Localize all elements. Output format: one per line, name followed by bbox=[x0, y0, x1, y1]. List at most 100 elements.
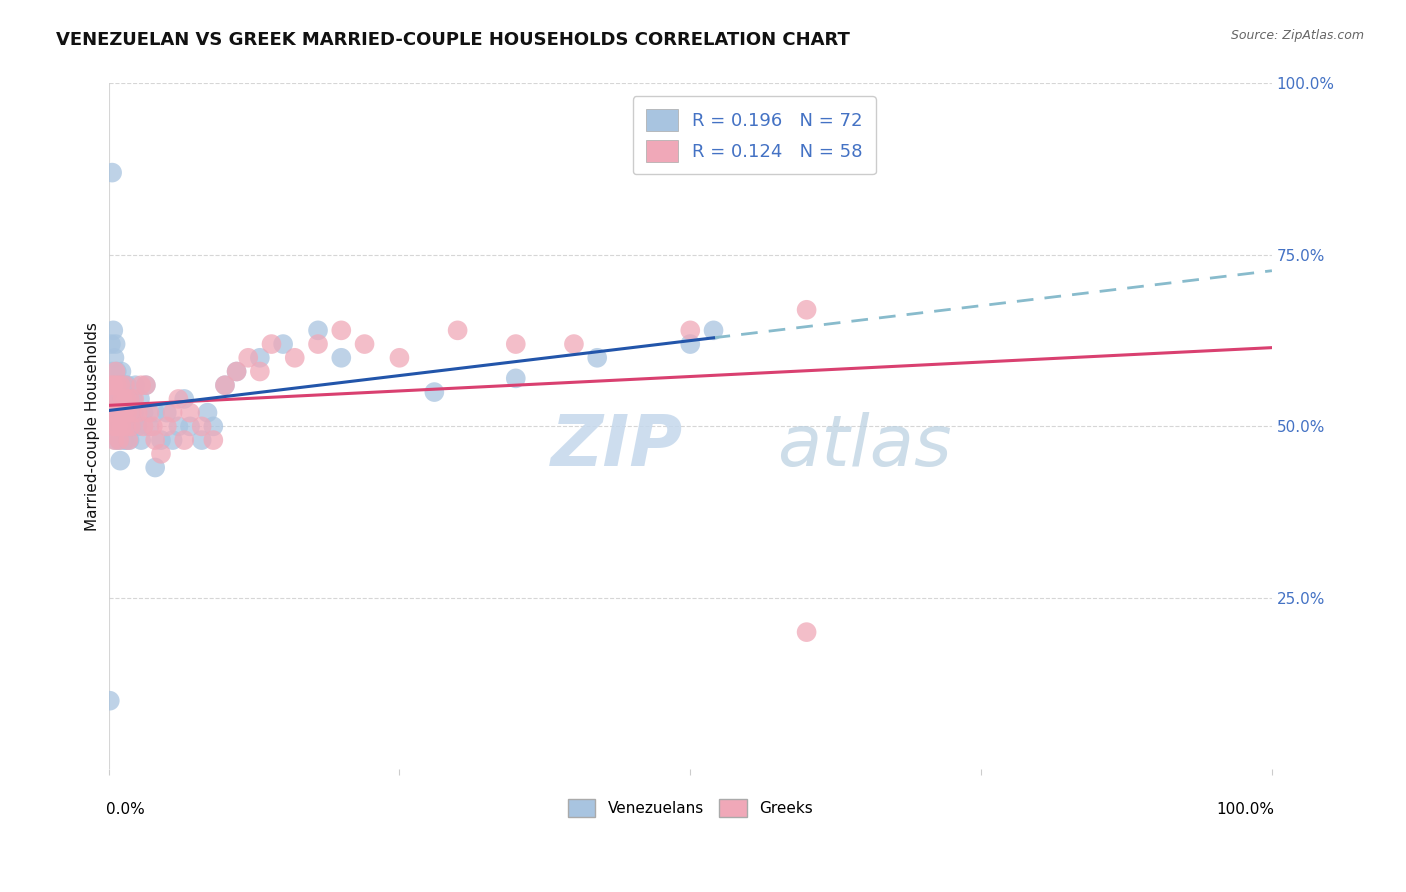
Point bbox=[107, 392, 129, 406]
Y-axis label: Married-couple Households: Married-couple Households bbox=[86, 322, 100, 531]
Point bbox=[110, 406, 132, 420]
Point bbox=[103, 419, 125, 434]
Point bbox=[110, 453, 132, 467]
Point bbox=[110, 406, 132, 420]
Text: VENEZUELAN VS GREEK MARRIED-COUPLE HOUSEHOLDS CORRELATION CHART: VENEZUELAN VS GREEK MARRIED-COUPLE HOUSE… bbox=[56, 31, 851, 49]
Point bbox=[110, 419, 132, 434]
Point bbox=[103, 351, 125, 365]
Point bbox=[238, 351, 260, 365]
Text: Source: ZipAtlas.com: Source: ZipAtlas.com bbox=[1230, 29, 1364, 42]
Point bbox=[202, 433, 225, 447]
Text: 0.0%: 0.0% bbox=[107, 802, 145, 817]
Point bbox=[138, 406, 160, 420]
Point bbox=[107, 419, 129, 434]
Point bbox=[423, 385, 446, 400]
Point bbox=[120, 406, 142, 420]
Point bbox=[104, 392, 127, 406]
Point bbox=[330, 351, 353, 365]
Point bbox=[307, 337, 329, 351]
Point bbox=[135, 378, 157, 392]
Point bbox=[117, 406, 139, 420]
Point bbox=[121, 419, 143, 434]
Point bbox=[505, 337, 527, 351]
Point bbox=[702, 323, 724, 337]
Point bbox=[562, 337, 585, 351]
Point bbox=[197, 406, 219, 420]
Point bbox=[122, 392, 145, 406]
Point bbox=[122, 392, 145, 406]
Point bbox=[111, 378, 134, 392]
Point bbox=[129, 433, 152, 447]
Point bbox=[173, 392, 195, 406]
Point bbox=[103, 433, 125, 447]
Point bbox=[284, 351, 307, 365]
Point bbox=[110, 364, 132, 378]
Point bbox=[115, 392, 138, 406]
Point bbox=[105, 378, 128, 392]
Point bbox=[103, 412, 125, 426]
Point bbox=[249, 364, 271, 378]
Point bbox=[100, 378, 122, 392]
Point bbox=[101, 378, 124, 392]
Point bbox=[149, 447, 172, 461]
Point bbox=[101, 419, 124, 434]
Point bbox=[104, 419, 127, 434]
Point bbox=[156, 406, 179, 420]
Point bbox=[101, 166, 124, 180]
Point bbox=[100, 412, 122, 426]
Point bbox=[260, 337, 283, 351]
Point bbox=[118, 392, 141, 406]
Point bbox=[132, 406, 155, 420]
Point bbox=[225, 364, 247, 378]
Point bbox=[179, 406, 201, 420]
Point bbox=[117, 433, 139, 447]
Point bbox=[108, 433, 131, 447]
Point bbox=[156, 419, 179, 434]
Point bbox=[190, 419, 212, 434]
Point bbox=[104, 364, 127, 378]
Point bbox=[103, 323, 125, 337]
Point bbox=[179, 419, 201, 434]
Point bbox=[111, 419, 134, 434]
Point bbox=[105, 406, 128, 420]
Point bbox=[190, 433, 212, 447]
Point bbox=[330, 323, 353, 337]
Point bbox=[149, 433, 172, 447]
Point bbox=[111, 392, 134, 406]
Point bbox=[121, 406, 143, 420]
Point bbox=[124, 378, 146, 392]
Point bbox=[112, 392, 135, 406]
Point bbox=[112, 406, 135, 420]
Point bbox=[586, 351, 609, 365]
Text: 100.0%: 100.0% bbox=[1216, 802, 1274, 817]
Point bbox=[98, 694, 121, 708]
Point bbox=[162, 406, 184, 420]
Point bbox=[108, 392, 131, 406]
Point bbox=[138, 419, 160, 434]
Point bbox=[103, 378, 125, 392]
Point bbox=[115, 433, 138, 447]
Point bbox=[135, 378, 157, 392]
Point bbox=[114, 419, 136, 434]
Text: atlas: atlas bbox=[778, 412, 952, 482]
Point bbox=[101, 364, 124, 378]
Point bbox=[107, 419, 129, 434]
Point bbox=[214, 378, 236, 392]
Point bbox=[108, 433, 131, 447]
Point bbox=[796, 625, 818, 640]
Point bbox=[105, 419, 128, 434]
Point bbox=[388, 351, 411, 365]
Point bbox=[679, 337, 702, 351]
Point bbox=[105, 364, 128, 378]
Point bbox=[225, 364, 247, 378]
Point bbox=[100, 337, 122, 351]
Point bbox=[127, 419, 149, 434]
Point bbox=[132, 419, 155, 434]
Point bbox=[103, 406, 125, 420]
Point bbox=[103, 385, 125, 400]
Point bbox=[173, 433, 195, 447]
Point bbox=[143, 433, 166, 447]
Point bbox=[202, 419, 225, 434]
Point bbox=[143, 460, 166, 475]
Point bbox=[129, 392, 152, 406]
